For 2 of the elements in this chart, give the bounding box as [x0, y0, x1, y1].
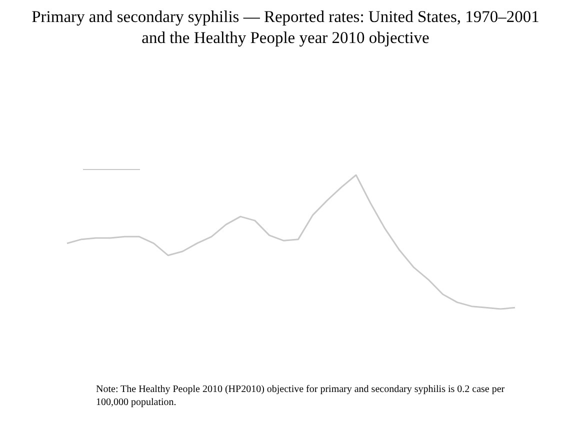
chart-title: Primary and secondary syphilis — Reported rates: United States, 1970–2001 and the Healthy People year 2010 objective	[30, 6, 540, 48]
text: Note: The Healthy People 2010 (HP2010) objective for primary and secondary syphilis is 0.2 case per 100,000 population.	[96, 383, 506, 409]
